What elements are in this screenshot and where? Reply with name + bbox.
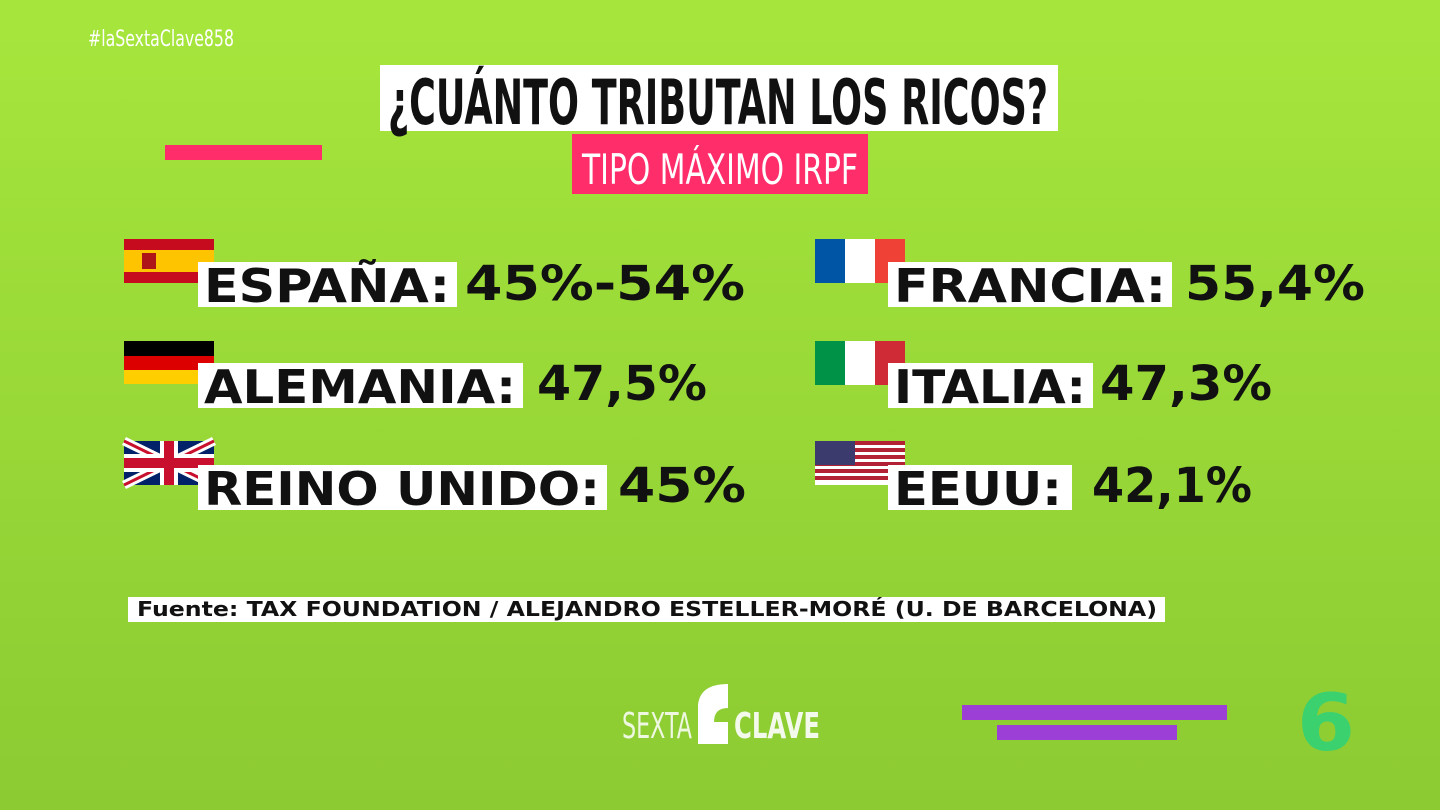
subtitle: TIPO MÁXIMO IRPF — [581, 144, 858, 194]
hashtag: #laSextaClave858 — [88, 27, 234, 52]
label-box — [888, 262, 1172, 307]
logo-right: CLAVE — [734, 706, 820, 747]
source: Fuente: TAX FOUNDATION / ALEJANDRO ESTEL… — [137, 597, 1157, 621]
accent-bar — [962, 705, 1227, 720]
country-rate: 47,3% — [1100, 356, 1272, 412]
channel-logo: 6 — [1297, 679, 1355, 769]
country-rate: 45% — [618, 458, 746, 514]
label-box — [198, 465, 607, 510]
country-rate: 55,4% — [1185, 256, 1365, 312]
flag-italy — [815, 341, 905, 385]
country-name: ESPAÑA: — [204, 259, 450, 313]
country-name: REINO UNIDO: — [204, 462, 600, 516]
country-rate: 47,5% — [537, 356, 707, 412]
country-name: EEUU: — [894, 462, 1062, 516]
flag-germany — [124, 341, 214, 384]
title: ¿CUÁNTO TRIBUTAN LOS RICOS? — [388, 66, 1048, 139]
subtitle-box — [572, 134, 868, 194]
country-name: ALEMANIA: — [204, 360, 516, 414]
source-box — [128, 597, 1165, 622]
logo-mark — [698, 684, 728, 744]
country-rate: 45%-54% — [465, 256, 745, 312]
logo-left: SEXTA — [622, 706, 692, 747]
accent-bar — [997, 725, 1177, 740]
label-box — [888, 363, 1093, 408]
country-name: ITALIA: — [894, 360, 1086, 414]
label-box — [888, 465, 1072, 510]
label-box — [198, 262, 457, 307]
country-rate: 42,1% — [1092, 458, 1252, 514]
accent-bar — [165, 145, 322, 160]
title-box — [380, 65, 1058, 131]
country-name: FRANCIA: — [894, 259, 1166, 313]
label-box — [198, 363, 523, 408]
